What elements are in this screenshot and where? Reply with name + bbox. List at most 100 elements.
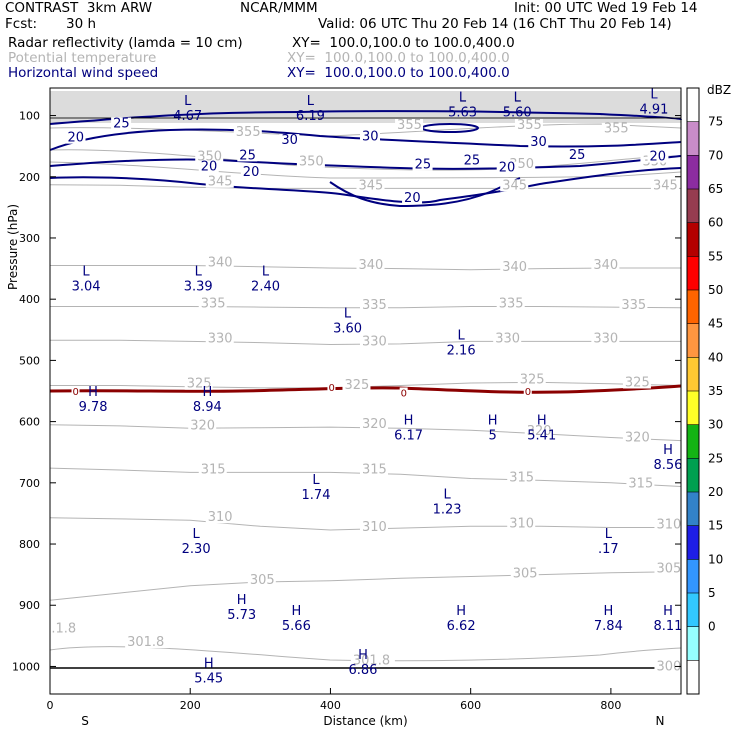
theta-label-bg [350,654,395,667]
extremum-value: 8.11 [653,619,682,634]
theta-label-bg [195,150,224,163]
y-tick-label: 700 [19,477,40,490]
extremum-value: 5 [489,429,497,444]
theta-label-bg [198,463,227,476]
colorbar-level: 40 [708,350,723,364]
extremum-marker: L [307,94,315,109]
wind-label: 25 [464,153,481,168]
extremum-marker: H [88,385,98,400]
theta-label-bg [524,424,553,437]
extremum-value: 7.84 [594,619,623,634]
theta-label-bg [654,518,683,531]
colorbar-unit: dBZ [707,83,731,97]
wind-label: 30 [362,129,379,144]
theta-label-bg [356,258,385,271]
theta-label: 325 [187,377,212,392]
wind-label-bg [461,154,482,167]
zero-label-bg [327,381,336,392]
colorbar-level: 10 [708,552,723,566]
extremum-value: 5.73 [227,608,256,623]
theta-label-bg [619,298,648,311]
extremum-value: 1.74 [302,488,331,503]
extremum-value: 5.60 [503,105,532,120]
wind-label: 25 [415,158,432,173]
theta-label-bg [205,175,234,188]
extremum-value: 2.40 [251,279,280,294]
extremum-marker: H [663,443,673,458]
extremum-marker: H [456,604,466,619]
theta-label: 355 [236,125,261,140]
wind-label-bg [240,165,261,178]
header-valid: Valid: 06 UTC Thu 20 Feb 14 (16 ChT Thu … [318,16,672,32]
colorbar-box [687,391,699,425]
theta-label-bg [622,431,651,444]
zero-label: 0 [525,387,531,398]
theta-label-bg [125,636,170,649]
y-tick-label: 200 [19,171,40,184]
wind-label-bg [237,149,258,162]
extremum-value: 8.94 [193,400,222,415]
colorbar-level: 30 [708,418,723,432]
theta-label: 355 [397,118,422,133]
header-init: Init: 00 UTC Wed 19 Feb 14 [514,0,698,16]
colorbar-box [687,357,699,391]
theta-label-bg [188,419,217,432]
x-tick-label: 400 [320,699,341,712]
theta-label: 340 [358,258,383,273]
extremum-marker: L [312,473,320,488]
theta-label-bg [654,562,683,575]
theta-label: 355 [604,121,629,136]
extremum-value: 6.62 [447,619,476,634]
theta-label-bg [359,418,388,431]
y-tick-label: 1000 [12,660,40,673]
extremum-marker: L [514,90,522,105]
x-tick-label: 0 [47,699,54,712]
colorbar-level: 15 [708,519,723,533]
wind-speed-contours [49,110,682,208]
contour-labels: 3553553553553503503503503453453453453403… [49,87,683,687]
colorbar-level: 20 [708,485,723,499]
theta-label: 320 [362,417,387,432]
header-fcst-value: 30 h [66,16,97,32]
extremum-value: 3.60 [333,322,362,337]
theta-label: 310 [208,510,233,525]
theta-contour-line [49,149,682,171]
theta-label-bg [500,260,529,273]
extremum-value: 9.78 [79,400,108,415]
theta-label: 335 [362,298,387,313]
colorbar-box [687,290,699,324]
theta-label-bg [622,376,651,389]
colorbar-box [687,323,699,358]
wind-contour-line [49,155,682,170]
theta-label: 330 [593,331,618,346]
upper-gray-band [50,91,681,123]
colorbar-box [687,559,699,593]
x-tick-label: 200 [180,699,201,712]
wind-label: 20 [243,165,260,180]
theta-label: 325 [344,378,369,393]
extremum-marker: L [459,90,467,105]
wind-label-bg [496,161,517,174]
zero-label-bg [399,387,408,398]
wind-label-bg [111,117,132,130]
theta-label: 335 [621,298,646,313]
theta-label-bg [247,574,276,587]
theta-contour-line [49,571,682,601]
colorbar-level: 5 [708,586,716,600]
extremum-value: 8.56 [653,458,682,473]
extremum-value: 2.16 [447,344,476,359]
theta-label: 350 [299,155,324,170]
extremum-marker: L [605,527,613,542]
theta-label: 315 [362,462,387,477]
wind-label-bg [566,148,587,161]
extremum-value: 4.67 [173,109,202,124]
theta-label-bg [359,335,388,348]
extremum-value: 2.30 [182,542,211,557]
theta-label: 305 [656,562,681,577]
extremum-value: 5.63 [448,105,477,120]
extremum-marker: L [184,94,192,109]
theta-label: 320 [527,424,552,439]
theta-label-bg [591,332,620,345]
extremum-marker: H [488,414,498,429]
